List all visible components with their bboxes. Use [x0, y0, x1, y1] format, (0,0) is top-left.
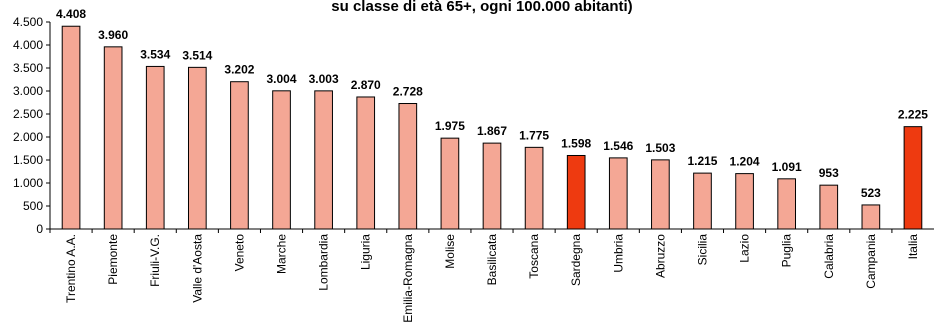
- data-label: 1.215: [687, 154, 717, 168]
- data-label: 1.598: [561, 136, 591, 150]
- y-tick-label: 3.000: [13, 84, 43, 98]
- bar: [230, 81, 249, 230]
- category-label: Sicilia: [695, 234, 709, 266]
- category-label: Puglia: [780, 234, 794, 268]
- bar: [356, 96, 376, 230]
- bar: [314, 90, 333, 230]
- category-label: Lombardia: [317, 234, 331, 291]
- category-label: Liguria: [359, 234, 373, 270]
- category-label: Abruzzo: [653, 234, 667, 278]
- data-label: 1.204: [730, 155, 760, 169]
- category-label: Sardegna: [569, 234, 583, 286]
- data-label: 523: [861, 186, 881, 200]
- y-tick-label: 2.000: [13, 130, 43, 144]
- bar: [398, 103, 418, 230]
- data-label: 3.202: [224, 63, 254, 77]
- data-labels: 4.408 3.960 3.534 3.514 3.202 3.004 3.003 2.870…: [56, 7, 928, 200]
- bar: [693, 172, 712, 230]
- bar: [145, 65, 165, 230]
- category-label: Italia: [906, 234, 920, 260]
- bar: [608, 157, 628, 230]
- y-tick-label: 2.500: [13, 107, 43, 121]
- y-tick-label: 1.500: [13, 153, 43, 167]
- category-label: Friuli-V.G.: [148, 234, 162, 287]
- category-label: Marche: [275, 234, 289, 274]
- data-label: 3.960: [98, 28, 128, 42]
- chart-title: su classe di età 65+, ogni 100.000 abita…: [331, 0, 632, 15]
- y-tick-label: 4.000: [13, 38, 43, 52]
- y-tick-label: 1.000: [13, 176, 43, 190]
- category-label: Calabria: [822, 234, 836, 279]
- data-label: 2.728: [393, 85, 423, 99]
- y-tick-label: 4.500: [13, 15, 43, 29]
- data-label: 2.225: [898, 108, 928, 122]
- category-label: Campania: [864, 234, 878, 289]
- bar: [777, 178, 797, 230]
- bar: [861, 204, 881, 230]
- bar: [735, 173, 754, 230]
- bar: [482, 142, 502, 230]
- y-tick-label: 3.500: [13, 61, 43, 75]
- category-label: Lazio: [738, 234, 752, 263]
- category-label: Veneto: [232, 234, 246, 272]
- data-label: 1.091: [772, 160, 802, 174]
- data-label: 1.546: [603, 139, 633, 153]
- category-label: Trentino A.A.: [64, 234, 78, 303]
- category-label: Molise: [443, 234, 457, 269]
- x-axis: Trentino A.A. Piemonte Friuli-V.G. Valle d'…: [49, 228, 934, 323]
- y-axis: 0 500 1.000 1.500 2.000 2.500 3.000 3.500 4.000 4…: [13, 15, 51, 236]
- y-tick-label: 500: [23, 199, 43, 213]
- data-label: 4.408: [56, 7, 86, 21]
- data-label: 3.004: [267, 72, 297, 86]
- bar: [903, 126, 923, 230]
- y-tick-label: 0: [36, 222, 43, 236]
- bar: [187, 66, 207, 230]
- bar: [524, 146, 544, 230]
- bar: [103, 46, 123, 230]
- data-label: 1.867: [477, 124, 507, 138]
- category-label: Valle d'Aosta: [190, 234, 204, 303]
- category-label: Umbria: [611, 234, 625, 273]
- bar: [440, 137, 460, 230]
- bar: [61, 25, 81, 230]
- bar: [272, 90, 291, 230]
- category-label: Basilicata: [485, 234, 499, 286]
- data-label: 2.870: [351, 78, 381, 92]
- data-label: 953: [819, 166, 839, 180]
- category-label: Emilia-Romagna: [401, 234, 415, 323]
- data-label: 1.975: [435, 119, 465, 133]
- data-label: 3.534: [140, 47, 170, 61]
- bar: [651, 159, 670, 230]
- data-label: 1.503: [645, 141, 675, 155]
- data-label: 3.003: [309, 72, 339, 86]
- category-label: Toscana: [527, 234, 541, 279]
- category-label: Piemonte: [106, 234, 120, 285]
- bar: [819, 184, 839, 230]
- data-label: 3.514: [182, 48, 212, 62]
- bar: [566, 154, 586, 230]
- data-label: 1.775: [519, 128, 549, 142]
